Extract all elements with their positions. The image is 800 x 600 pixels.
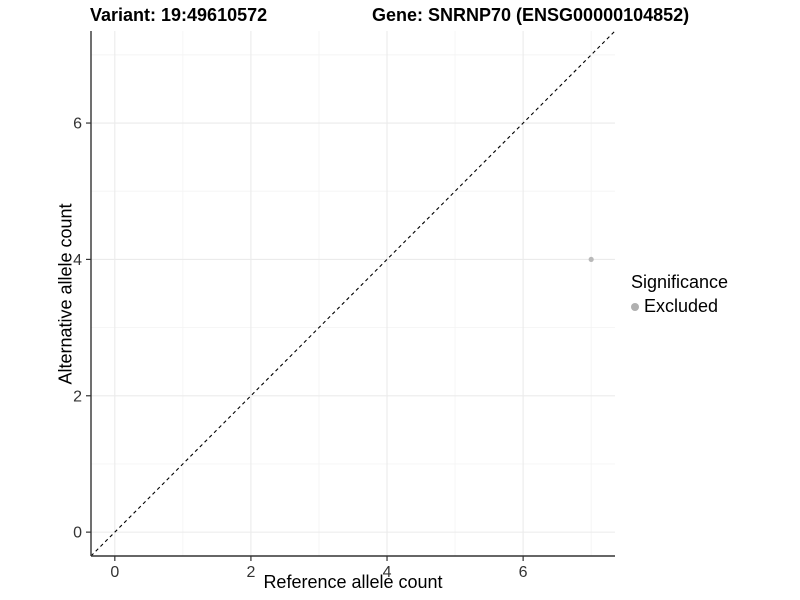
data-point — [588, 256, 594, 263]
plot-title-gene: Gene: SNRNP70 (ENSG00000104852) — [372, 5, 690, 25]
y-tick-label: 2 — [73, 388, 82, 405]
legend-item-label: Excluded — [644, 296, 719, 316]
x-tick-label: 2 — [246, 564, 255, 581]
legend-title: Significance — [631, 272, 729, 292]
y-tick-label: 0 — [73, 525, 82, 542]
x-tick-label: 6 — [519, 564, 528, 581]
y-tick-label: 4 — [73, 252, 82, 269]
x-tick-label: 0 — [110, 564, 119, 581]
y-axis-title: Alternative allele count — [55, 203, 76, 385]
identity-dashed-line — [90, 30, 616, 557]
plot-title-variant: Variant: 19:49610572 — [90, 5, 268, 25]
legend-point-icon — [631, 302, 639, 311]
legend: Significance Excluded — [631, 272, 728, 317]
y-tick-label: 6 — [73, 116, 82, 133]
x-tick-label: 4 — [383, 564, 392, 581]
x-axis-title: Reference allele count — [263, 572, 443, 592]
legend-item-excluded: Excluded — [631, 296, 728, 317]
